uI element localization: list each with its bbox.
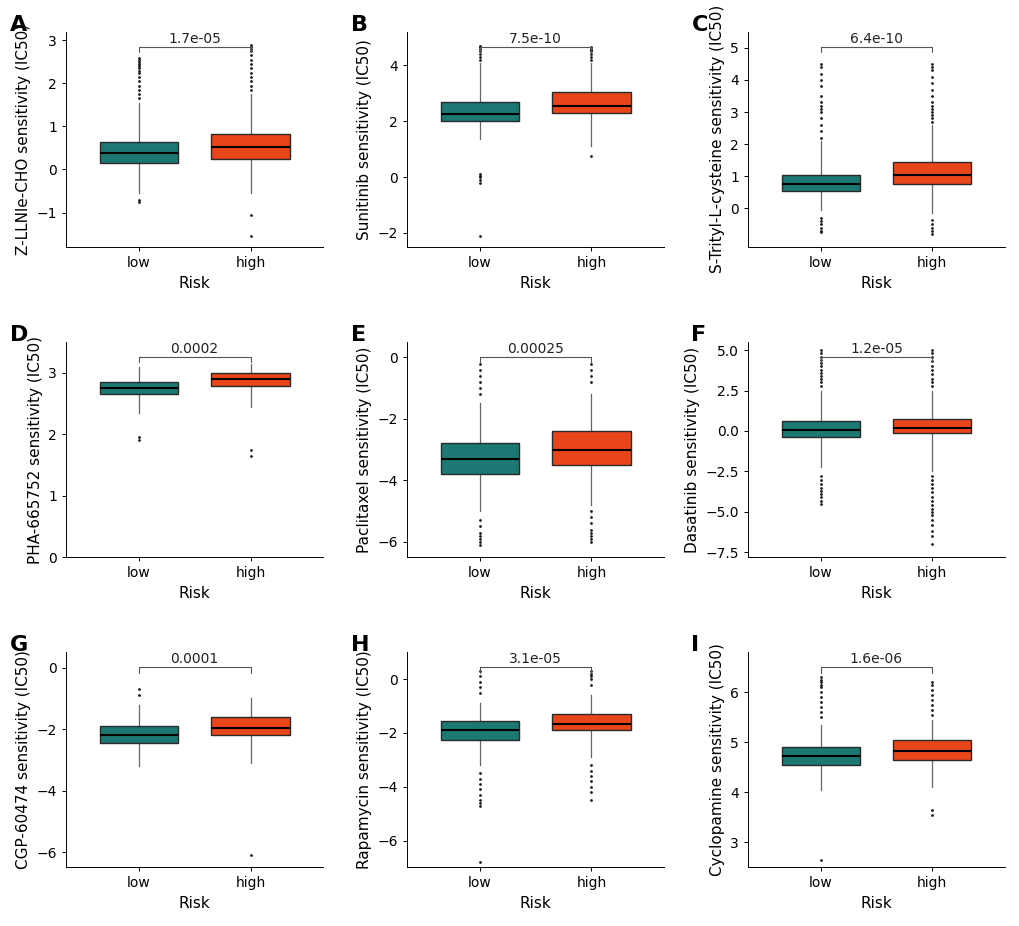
Bar xyxy=(893,740,970,760)
Text: 1.7e-05: 1.7e-05 xyxy=(168,31,221,45)
X-axis label: Risk: Risk xyxy=(520,276,551,291)
Text: F: F xyxy=(691,325,706,344)
X-axis label: Risk: Risk xyxy=(860,276,892,291)
Bar xyxy=(893,162,970,184)
Bar xyxy=(781,747,859,765)
X-axis label: Risk: Risk xyxy=(178,586,210,601)
Bar xyxy=(552,432,630,465)
Y-axis label: Rapamycin sensitivity (IC50): Rapamycin sensitivity (IC50) xyxy=(357,650,372,870)
Text: D: D xyxy=(9,325,28,344)
X-axis label: Risk: Risk xyxy=(520,586,551,601)
Text: 1.2e-05: 1.2e-05 xyxy=(849,342,902,356)
Text: I: I xyxy=(691,635,699,655)
Text: H: H xyxy=(351,635,369,655)
Text: 0.00025: 0.00025 xyxy=(506,342,564,356)
Text: 7.5e-10: 7.5e-10 xyxy=(508,31,561,45)
Y-axis label: Z-LLNle-CHO sensitivity (IC50): Z-LLNle-CHO sensitivity (IC50) xyxy=(16,24,31,255)
Text: C: C xyxy=(691,15,707,34)
Y-axis label: Sunitinib sensitivity (IC50): Sunitinib sensitivity (IC50) xyxy=(357,39,372,240)
Bar xyxy=(781,175,859,191)
X-axis label: Risk: Risk xyxy=(860,586,892,601)
Y-axis label: S-Trityl-L-cysteine sensitivity (IC50): S-Trityl-L-cysteine sensitivity (IC50) xyxy=(709,6,723,273)
Text: A: A xyxy=(9,15,26,34)
X-axis label: Risk: Risk xyxy=(860,896,892,911)
Bar xyxy=(211,717,289,735)
Y-axis label: Paclitaxel sensitivity (IC50): Paclitaxel sensitivity (IC50) xyxy=(357,346,372,553)
Text: 3.1e-05: 3.1e-05 xyxy=(508,652,561,666)
Bar xyxy=(440,102,519,121)
Bar xyxy=(440,720,519,740)
Y-axis label: PHA-665752 sensitivity (IC50): PHA-665752 sensitivity (IC50) xyxy=(28,335,43,564)
Y-axis label: Dasatinib sensitivity (IC50): Dasatinib sensitivity (IC50) xyxy=(684,346,699,553)
Bar xyxy=(211,134,289,158)
Text: E: E xyxy=(351,325,365,344)
Bar xyxy=(100,142,177,163)
Text: 6.4e-10: 6.4e-10 xyxy=(849,31,902,45)
Text: 0.0001: 0.0001 xyxy=(170,652,218,666)
Text: 1.6e-06: 1.6e-06 xyxy=(849,652,902,666)
Bar xyxy=(552,92,630,113)
Text: B: B xyxy=(351,15,367,34)
Y-axis label: CGP-60474 sensitivity (IC50): CGP-60474 sensitivity (IC50) xyxy=(16,650,31,870)
X-axis label: Risk: Risk xyxy=(178,276,210,291)
Bar xyxy=(893,419,970,432)
Bar xyxy=(100,382,177,394)
Bar xyxy=(552,714,630,731)
X-axis label: Risk: Risk xyxy=(178,896,210,911)
Bar xyxy=(440,444,519,474)
Text: G: G xyxy=(9,635,28,655)
X-axis label: Risk: Risk xyxy=(520,896,551,911)
Bar xyxy=(100,726,177,743)
Bar xyxy=(211,373,289,386)
Bar xyxy=(781,421,859,437)
Y-axis label: Cyclopamine sensitivity (IC50): Cyclopamine sensitivity (IC50) xyxy=(709,644,723,876)
Text: 0.0002: 0.0002 xyxy=(170,342,218,356)
